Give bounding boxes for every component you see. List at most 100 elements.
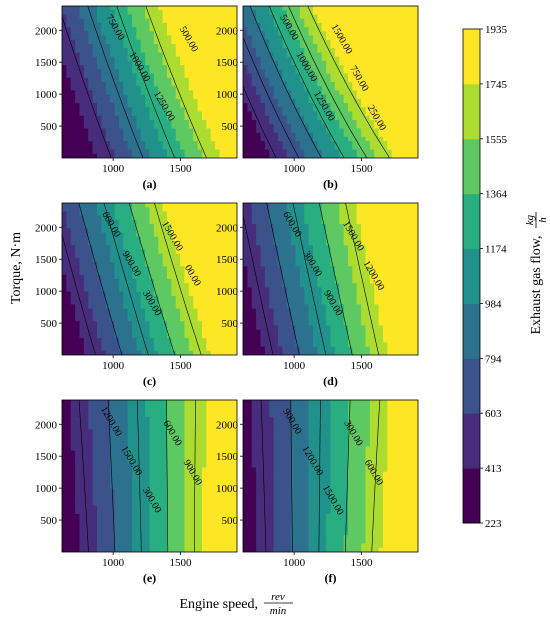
panel-label: (a) <box>143 177 157 191</box>
colorbar-tick-label: 223 <box>485 518 502 530</box>
panel-frame <box>61 399 238 553</box>
panel-frame <box>61 202 238 356</box>
panel-frame <box>61 5 238 159</box>
colorbar-segment <box>463 413 480 469</box>
x-tick-label: 1000 <box>283 163 306 175</box>
panel-label: (b) <box>323 177 338 191</box>
contour-line <box>290 400 293 552</box>
contour-line <box>107 400 116 552</box>
contour-line <box>116 6 175 158</box>
panel-d: 600.00300.00900.001500.001200.0050010001… <box>216 202 419 388</box>
y-tick-label: 2000 <box>216 222 239 234</box>
x-axis-label-frac-num: rev <box>271 591 285 603</box>
contour-lines <box>243 203 380 355</box>
contour-line <box>371 400 381 552</box>
y-tick-label: 1500 <box>216 254 239 266</box>
x-axis-label-group: Engine speed, rev min <box>179 591 293 617</box>
contour-fill <box>243 400 418 552</box>
panels-group: 750.001000.001250.00500.0050010001500200… <box>35 5 419 585</box>
panel-label: (f) <box>325 571 337 585</box>
colorbar-tick-label: 1555 <box>485 134 508 146</box>
x-axis-label-frac-den: min <box>270 605 287 617</box>
x-tick-label: 1500 <box>350 557 373 569</box>
colorbar-tick-label: 413 <box>485 463 502 475</box>
colorbar-tick-label: 1935 <box>485 24 508 36</box>
y-tick-label: 2000 <box>216 419 239 431</box>
y-tick-label: 1500 <box>216 57 239 69</box>
colorbar-tick-label: 984 <box>485 298 502 310</box>
panel-c: 600.00900.00300.001500.0000.005001000150… <box>35 202 238 388</box>
contour-line <box>154 203 202 355</box>
x-tick-label: 1500 <box>169 360 192 372</box>
contour-lines <box>78 400 196 552</box>
contour-fill <box>243 203 418 355</box>
colorbar-segment <box>463 358 480 414</box>
colorbar-segment <box>463 303 480 359</box>
y-tick-label: 1500 <box>216 451 239 463</box>
contour-line <box>243 213 274 355</box>
contour-line <box>166 400 169 552</box>
x-tick-label: 1500 <box>350 360 373 372</box>
colorbar-tick-label: 794 <box>485 353 502 365</box>
y-tick-label: 2000 <box>35 222 58 234</box>
contour-lines <box>62 203 202 355</box>
contour-line <box>145 6 207 158</box>
x-tick-label: 1500 <box>350 163 373 175</box>
y-tick-label: 1000 <box>35 286 58 298</box>
y-tick-label: 1500 <box>35 57 58 69</box>
contour-fill <box>62 203 237 355</box>
panel-label: (d) <box>323 374 338 388</box>
colorbar-segment <box>463 468 480 524</box>
colorbar-label-frac-den: h <box>537 217 549 223</box>
colorbar-frame <box>462 28 481 524</box>
y-tick-label: 1000 <box>216 286 239 298</box>
colorbar-segment <box>463 248 480 304</box>
contour-line <box>78 400 89 552</box>
colorbar-segment <box>463 83 480 140</box>
y-tick-label: 500 <box>41 121 58 133</box>
x-tick-label: 1000 <box>283 557 306 569</box>
contour-line <box>345 203 380 355</box>
contour-line <box>318 400 321 552</box>
x-tick-label: 1500 <box>169 557 192 569</box>
colorbar-tick-label: 1745 <box>485 79 508 91</box>
y-tick-label: 1500 <box>35 451 58 463</box>
panel-frame <box>242 5 419 159</box>
contour-lines <box>243 6 390 158</box>
panel-a: 750.001000.001250.00500.0050010001500200… <box>35 5 238 191</box>
contour-line <box>128 203 176 355</box>
contour-lines <box>62 6 207 158</box>
colorbar-tick-label: 1174 <box>485 244 507 256</box>
y-tick-label: 1000 <box>216 89 239 101</box>
panel-b: 500.001000.001250.001500.00750.00250.005… <box>216 5 419 191</box>
x-tick-label: 1000 <box>102 557 125 569</box>
contour-line <box>62 15 112 158</box>
contour-line <box>249 6 322 158</box>
panel-frame <box>242 202 419 356</box>
colorbar-segment <box>463 193 480 250</box>
contour-line <box>136 400 142 552</box>
colorbar-label-frac-num: kg <box>524 214 536 225</box>
contour-line <box>103 203 149 355</box>
colorbar-label: Exhaust gas flow, <box>529 235 544 334</box>
contour-line <box>266 203 300 355</box>
panel-label: (e) <box>143 571 156 585</box>
y-axis-label: Torque, N·m <box>9 232 24 304</box>
colorbar-tick-label: 1364 <box>485 189 508 201</box>
colorbar-label-group: Exhaust gas flow, kg h <box>524 212 549 335</box>
contour-lines <box>260 400 381 552</box>
contour-line <box>62 233 96 355</box>
x-axis-label: Engine speed, <box>179 597 258 612</box>
y-tick-label: 2000 <box>35 419 58 431</box>
colorbar-tick-label: 603 <box>485 408 502 420</box>
colorbar-segment <box>463 138 480 195</box>
y-tick-label: 1000 <box>35 483 58 495</box>
contour-line <box>345 400 351 552</box>
panel-label: (c) <box>143 374 156 388</box>
y-tick-label: 500 <box>222 121 239 133</box>
x-tick-label: 1000 <box>102 360 125 372</box>
contour-line <box>87 6 144 158</box>
y-tick-label: 1000 <box>35 89 58 101</box>
y-tick-label: 2000 <box>216 25 239 37</box>
